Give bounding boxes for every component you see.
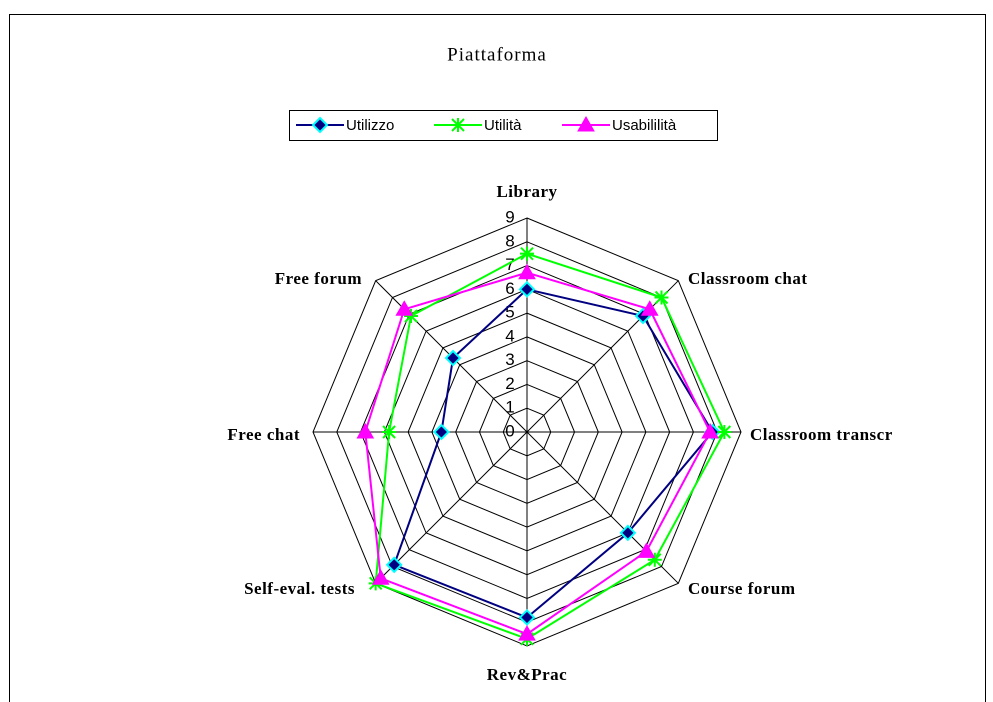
series-marker [619, 524, 637, 542]
category-label: Classroom chat [688, 269, 808, 288]
legend-label: Utilizzo [346, 117, 394, 134]
series-marker [518, 625, 536, 641]
y-tick-label: 9 [505, 207, 514, 226]
spoke [526, 280, 679, 433]
legend-marker [451, 118, 465, 132]
category-label: Self-eval. tests [244, 579, 355, 598]
series-marker [717, 425, 732, 439]
series-marker [382, 425, 397, 439]
y-tick-label: 6 [505, 279, 514, 298]
series-marker [385, 556, 403, 574]
category-label: Free forum [275, 269, 362, 288]
category-label: Classroom transcr [750, 425, 893, 444]
series-marker [518, 609, 536, 626]
y-tick-label: 5 [505, 303, 514, 322]
legend-label: Usabililità [612, 117, 677, 134]
legend-marker [311, 116, 329, 134]
series-marker [395, 300, 414, 316]
legend-label: Utilità [484, 117, 522, 134]
y-tick-label: 2 [505, 374, 514, 393]
legend-box [289, 110, 718, 141]
series-marker [371, 569, 390, 585]
series-marker [647, 552, 662, 567]
spoke [375, 431, 528, 584]
y-tick-label: 8 [505, 231, 514, 250]
series-marker [518, 280, 536, 298]
category-label: Free chat [227, 425, 300, 444]
y-tick-label: 0 [505, 421, 514, 440]
series-marker [637, 542, 656, 558]
y-tick-label: 3 [505, 350, 514, 369]
legend-marker [577, 115, 595, 132]
y-tick-label: 4 [505, 326, 514, 345]
series-marker [432, 423, 450, 441]
series-marker [640, 300, 659, 316]
series-marker [654, 290, 669, 305]
chart-title: Piattaforma [447, 44, 547, 65]
y-tick-label: 7 [505, 255, 514, 274]
chart-frame [9, 14, 986, 702]
series-marker [701, 422, 719, 439]
series-marker [444, 349, 462, 367]
category-label: Library [496, 182, 557, 201]
category-label: Course forum [688, 579, 796, 598]
y-tick-label: 1 [505, 398, 514, 417]
series-marker [518, 263, 536, 280]
series-marker [403, 308, 418, 323]
series-marker [520, 246, 534, 261]
series-marker [356, 422, 375, 439]
category-label: Rev&Prac [487, 665, 567, 684]
